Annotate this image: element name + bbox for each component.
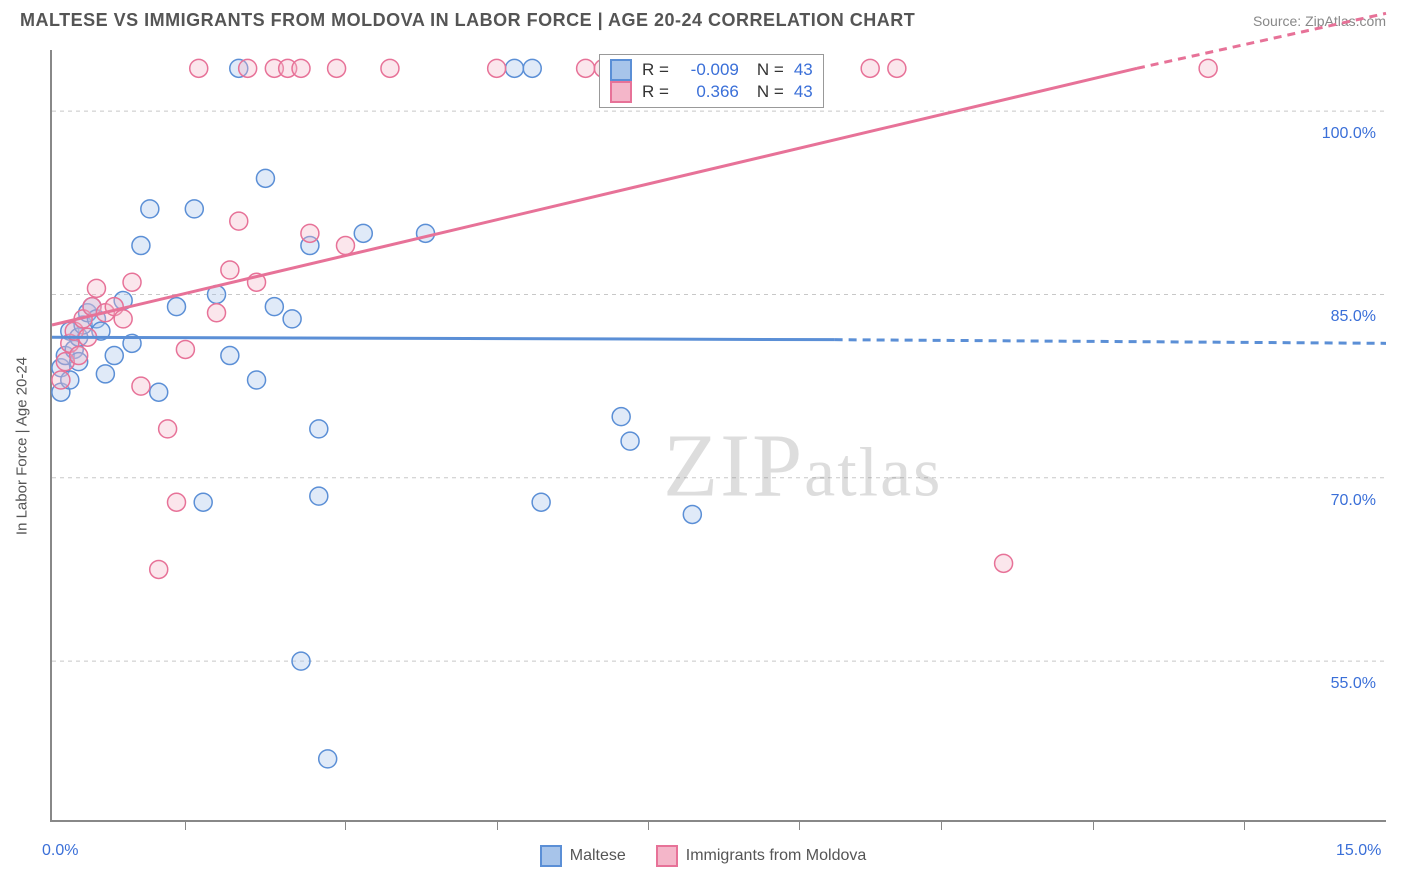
data-point xyxy=(612,408,630,426)
stat-r-value: 0.366 xyxy=(679,82,739,102)
data-point xyxy=(159,420,177,438)
data-point xyxy=(132,237,150,255)
data-point xyxy=(208,304,226,322)
data-point xyxy=(354,224,372,242)
data-point xyxy=(683,505,701,523)
stat-n-value: 43 xyxy=(794,60,813,80)
data-point xyxy=(123,273,141,291)
stat-r-label: R = xyxy=(642,60,669,80)
data-point xyxy=(132,377,150,395)
legend-swatch xyxy=(656,845,678,867)
data-point xyxy=(52,371,70,389)
data-point xyxy=(176,340,194,358)
x-tick xyxy=(648,820,649,830)
data-point xyxy=(230,212,248,230)
data-point xyxy=(310,487,328,505)
trend-line xyxy=(52,68,1137,325)
data-point xyxy=(114,310,132,328)
data-point xyxy=(185,200,203,218)
stat-r-label: R = xyxy=(642,82,669,102)
y-tick-label: 70.0% xyxy=(1331,492,1376,510)
data-point xyxy=(888,59,906,77)
y-tick-label: 100.0% xyxy=(1322,125,1376,143)
data-point xyxy=(105,347,123,365)
data-point xyxy=(283,310,301,328)
page-title: MALTESE VS IMMIGRANTS FROM MOLDOVA IN LA… xyxy=(20,10,915,31)
data-point xyxy=(239,59,257,77)
y-tick-label: 55.0% xyxy=(1331,675,1376,693)
data-point xyxy=(141,200,159,218)
data-point xyxy=(310,420,328,438)
legend-item: Maltese xyxy=(540,845,626,867)
x-tick xyxy=(1244,820,1245,830)
data-point xyxy=(150,560,168,578)
stat-r-value: -0.009 xyxy=(679,60,739,80)
legend-item: Immigrants from Moldova xyxy=(656,845,867,867)
data-point xyxy=(168,493,186,511)
correlation-stat-box: R = -0.009 N = 43 R = 0.366 N = 43 xyxy=(599,54,824,108)
data-point xyxy=(328,59,346,77)
x-tick xyxy=(799,820,800,830)
trend-line xyxy=(52,337,835,339)
data-point xyxy=(87,279,105,297)
data-point xyxy=(532,493,550,511)
data-point xyxy=(96,365,114,383)
data-point xyxy=(621,432,639,450)
data-point xyxy=(381,59,399,77)
trend-line-dashed xyxy=(835,340,1386,344)
data-point xyxy=(221,261,239,279)
y-tick-label: 85.0% xyxy=(1331,308,1376,326)
series-swatch xyxy=(610,59,632,81)
data-point xyxy=(505,59,523,77)
data-point xyxy=(336,237,354,255)
y-axis-label: In Labor Force | Age 20-24 xyxy=(14,357,31,535)
series-swatch xyxy=(610,81,632,103)
data-point xyxy=(221,347,239,365)
legend: Maltese Immigrants from Moldova xyxy=(0,845,1406,867)
stat-row: R = 0.366 N = 43 xyxy=(610,81,813,103)
data-point xyxy=(301,224,319,242)
data-point xyxy=(168,298,186,316)
x-tick xyxy=(941,820,942,830)
data-point xyxy=(150,383,168,401)
data-point xyxy=(861,59,879,77)
x-tick xyxy=(497,820,498,830)
data-point xyxy=(256,169,274,187)
data-point xyxy=(248,371,266,389)
data-point xyxy=(265,298,283,316)
chart-area: ZIPatlas R =-0.009N =43R =0.366N =43 55.… xyxy=(50,50,1386,822)
legend-label: Immigrants from Moldova xyxy=(686,847,867,865)
data-point xyxy=(319,750,337,768)
x-tick xyxy=(1093,820,1094,830)
data-point xyxy=(488,59,506,77)
stat-row: R = -0.009 N = 43 xyxy=(610,59,813,81)
data-point xyxy=(194,493,212,511)
scatter-svg xyxy=(52,50,1386,820)
data-point xyxy=(190,59,208,77)
data-point xyxy=(577,59,595,77)
stat-n-label: N = xyxy=(757,82,784,102)
data-point xyxy=(292,652,310,670)
legend-swatch xyxy=(540,845,562,867)
data-point xyxy=(70,347,88,365)
data-point xyxy=(292,59,310,77)
data-point xyxy=(995,554,1013,572)
x-tick xyxy=(185,820,186,830)
data-point xyxy=(1199,59,1217,77)
x-tick xyxy=(345,820,346,830)
stat-n-label: N = xyxy=(757,60,784,80)
data-point xyxy=(523,59,541,77)
stat-n-value: 43 xyxy=(794,82,813,102)
source-attribution: Source: ZipAtlas.com xyxy=(1253,13,1386,29)
legend-label: Maltese xyxy=(570,847,626,865)
